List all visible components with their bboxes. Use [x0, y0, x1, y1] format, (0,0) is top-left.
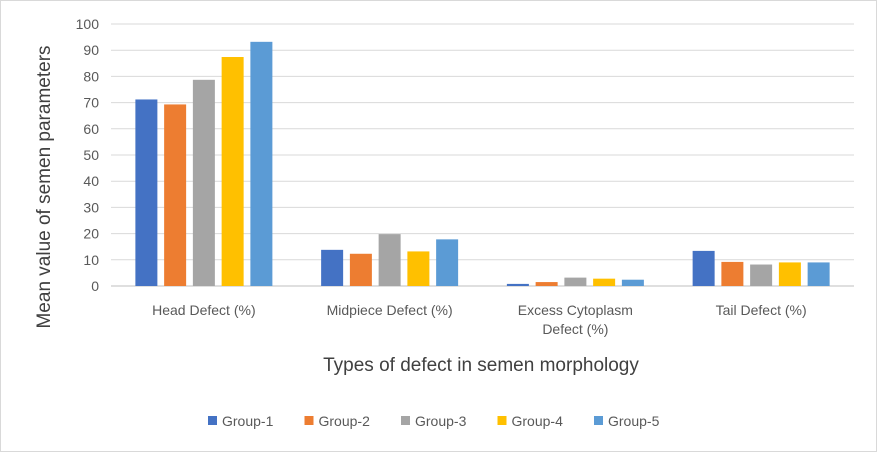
bar-group-1-cat-2 — [506, 283, 529, 286]
y-axis-ticks: 0 10 20 30 40 50 60 70 80 90 100 — [76, 16, 100, 294]
bar-group-2-cat-1 — [349, 253, 372, 286]
y-tick-label: 10 — [83, 252, 99, 268]
bar-group-2-cat-0 — [164, 104, 187, 287]
bar-group-4-cat-3 — [778, 262, 801, 286]
x-category-label: Head Defect (%) — [152, 302, 255, 318]
y-tick-label: 20 — [83, 226, 99, 242]
bar-group-5-cat-0 — [250, 41, 273, 286]
legend-label: Group-4 — [512, 413, 564, 429]
bar-group-1-cat-3 — [692, 250, 715, 286]
bar-group-1-cat-1 — [321, 249, 344, 286]
y-tick-label: 30 — [83, 199, 99, 215]
bar-group-3-cat-1 — [378, 234, 401, 286]
x-category-line: Defect (%) — [542, 321, 608, 337]
bar-group-1-cat-0 — [135, 99, 158, 287]
y-tick-label: 50 — [83, 147, 99, 163]
x-axis-categories: Head Defect (%) Midpiece Defect (%) Excess… — [152, 302, 807, 337]
bar-group-4-cat-0 — [221, 57, 244, 287]
legend-swatch — [594, 416, 603, 425]
y-tick-label: 60 — [83, 121, 99, 137]
bar-group-2-cat-3 — [721, 261, 744, 286]
bar-group-5-cat-2 — [621, 279, 644, 286]
legend-swatch — [304, 416, 314, 425]
y-tick-label: 90 — [83, 42, 99, 58]
bar-group-3-cat-2 — [564, 277, 587, 286]
y-tick-label: 70 — [83, 95, 99, 111]
x-category-line: Tail Defect (%) — [716, 302, 807, 318]
legend-swatch — [401, 416, 410, 425]
bar-group-2-cat-2 — [535, 282, 558, 286]
x-category-label: Excess Cytoplasm Defect (%) — [518, 302, 633, 337]
x-category-line: Excess Cytoplasm — [518, 302, 633, 318]
y-tick-label: 40 — [83, 173, 99, 189]
x-category-line: Head Defect (%) — [152, 302, 255, 318]
bar-group-3-cat-0 — [192, 79, 215, 286]
bar-group-3-cat-3 — [750, 264, 773, 286]
bars — [135, 41, 830, 287]
x-category-label: Tail Defect (%) — [716, 302, 807, 318]
y-tick-label: 0 — [91, 278, 99, 294]
y-axis-title: Mean value of semen parameters — [34, 45, 55, 328]
legend-swatch — [497, 416, 507, 425]
y-tick-label: 100 — [76, 16, 100, 32]
x-category-label: Midpiece Defect (%) — [327, 302, 453, 318]
legend-label: Group-3 — [415, 413, 467, 429]
x-category-line: Midpiece Defect (%) — [327, 302, 453, 318]
legend-swatch — [208, 416, 217, 425]
bar-group-5-cat-1 — [436, 239, 459, 286]
legend-label: Group-5 — [608, 413, 660, 429]
legend: Group-1 Group-2 Group-3 Group-4 Group-5 — [208, 413, 660, 429]
bar-group-5-cat-3 — [807, 262, 830, 286]
x-axis-title: Types of defect in semen morphology — [323, 355, 639, 376]
bar-group-4-cat-2 — [593, 278, 616, 286]
y-tick-label: 80 — [83, 68, 99, 84]
legend-label: Group-1 — [222, 413, 274, 429]
bar-group-4-cat-1 — [407, 251, 430, 286]
legend-label: Group-2 — [319, 413, 371, 429]
